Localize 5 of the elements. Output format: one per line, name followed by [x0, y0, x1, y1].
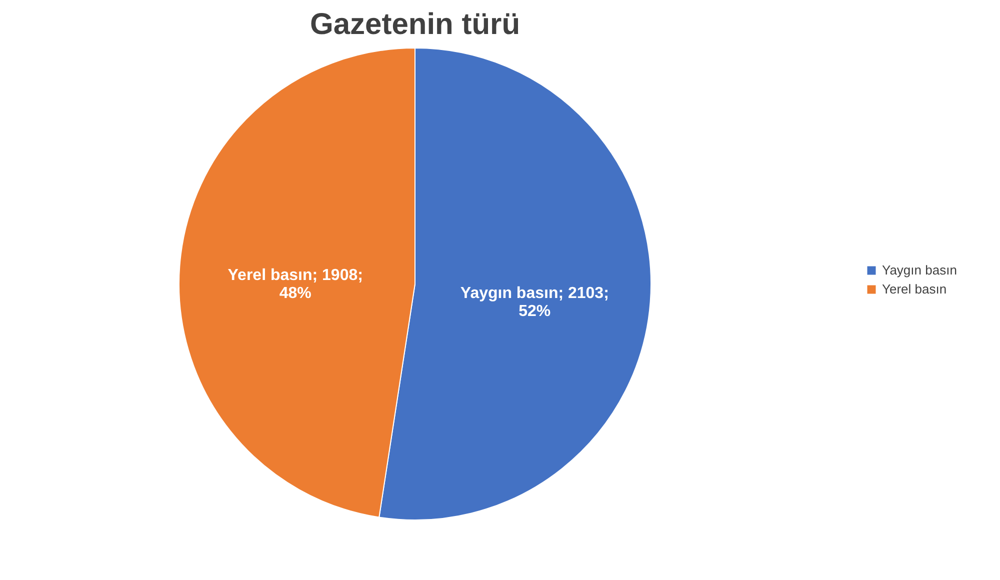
- chart-title: Gazetenin türü: [310, 8, 520, 41]
- legend-label: Yerel basın: [882, 282, 947, 296]
- data-label: Yaygın basın; 2103; 52%: [460, 285, 609, 320]
- legend-label: Yaygın basın: [882, 262, 957, 278]
- data-label: Yerel basın; 1908; 48%: [228, 266, 363, 302]
